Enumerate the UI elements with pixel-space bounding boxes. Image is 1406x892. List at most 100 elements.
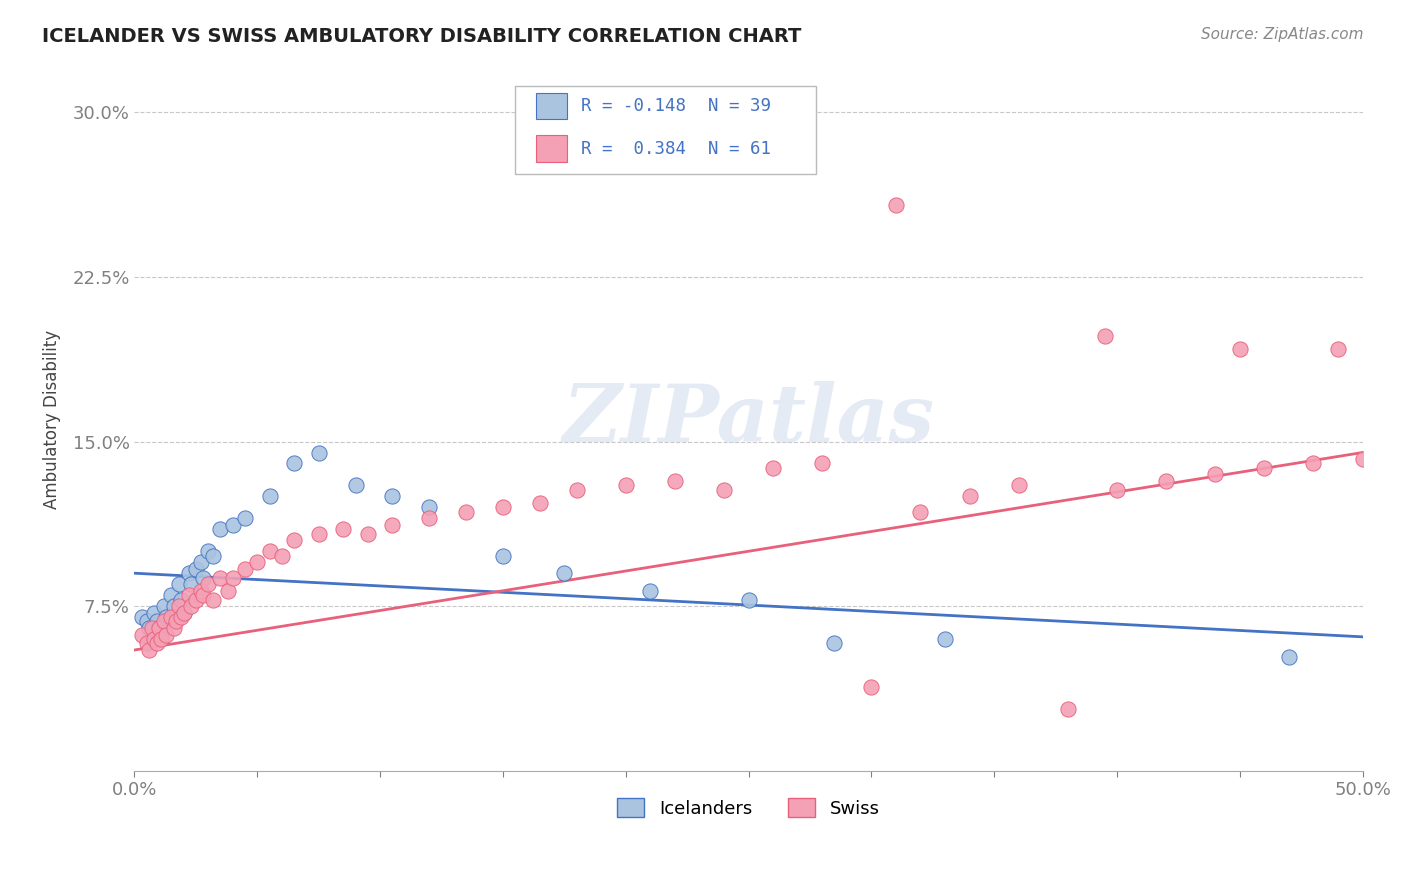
Point: [283, 457, 305, 471]
Point: [184, 562, 207, 576]
Point: [1229, 343, 1251, 357]
Point: [145, 615, 167, 629]
Bar: [536, 136, 567, 162]
Point: [1056, 702, 1078, 716]
Point: [222, 571, 245, 585]
Point: [217, 583, 239, 598]
Point: [1094, 329, 1116, 343]
Point: [131, 610, 153, 624]
Text: Source: ZipAtlas.com: Source: ZipAtlas.com: [1201, 27, 1364, 42]
Point: [1154, 474, 1177, 488]
Point: [418, 511, 440, 525]
Point: [860, 681, 883, 695]
Point: [160, 610, 183, 624]
FancyBboxPatch shape: [515, 86, 815, 174]
Point: [177, 588, 200, 602]
Point: [141, 621, 163, 635]
Point: [155, 610, 177, 624]
Point: [553, 566, 575, 581]
Point: [381, 490, 404, 504]
Point: [184, 592, 207, 607]
Legend: Icelanders, Swiss: Icelanders, Swiss: [610, 791, 887, 825]
Point: [167, 599, 190, 614]
Point: [259, 544, 281, 558]
Point: [153, 615, 176, 629]
Point: [934, 632, 956, 646]
Point: [308, 445, 330, 459]
Text: ICELANDER VS SWISS AMBULATORY DISABILITY CORRELATION CHART: ICELANDER VS SWISS AMBULATORY DISABILITY…: [42, 27, 801, 45]
Point: [418, 500, 440, 515]
Point: [163, 621, 186, 635]
Point: [173, 606, 195, 620]
Point: [884, 197, 907, 211]
Point: [155, 627, 177, 641]
Point: [1327, 343, 1350, 357]
Point: [141, 632, 163, 646]
Text: N = 39: N = 39: [709, 97, 770, 115]
Point: [145, 636, 167, 650]
Point: [150, 627, 173, 641]
Point: [190, 583, 212, 598]
Point: [163, 599, 186, 614]
Point: [1364, 335, 1386, 350]
Point: [1351, 452, 1374, 467]
Point: [233, 562, 256, 576]
Y-axis label: Ambulatory Disability: Ambulatory Disability: [44, 330, 60, 509]
Point: [202, 549, 225, 563]
Point: [824, 636, 846, 650]
Point: [565, 483, 588, 497]
Point: [165, 615, 187, 629]
Point: [529, 496, 551, 510]
Point: [209, 571, 232, 585]
Point: [222, 517, 245, 532]
Point: [173, 606, 195, 620]
Bar: [536, 93, 567, 120]
Point: [150, 632, 173, 646]
Text: ZIPatlas: ZIPatlas: [562, 381, 935, 458]
Point: [202, 592, 225, 607]
Point: [131, 627, 153, 641]
Text: N = 61: N = 61: [709, 139, 770, 158]
Point: [177, 566, 200, 581]
Point: [148, 621, 170, 635]
Point: [1105, 483, 1128, 497]
Point: [180, 577, 202, 591]
Point: [135, 615, 157, 629]
Point: [143, 606, 166, 620]
Point: [170, 592, 193, 607]
Point: [614, 478, 637, 492]
Point: [153, 599, 176, 614]
Point: [246, 555, 269, 569]
Point: [138, 621, 160, 635]
Point: [713, 483, 735, 497]
Point: [193, 588, 215, 602]
Point: [1008, 478, 1031, 492]
Point: [357, 526, 380, 541]
Text: R = -0.148: R = -0.148: [582, 97, 686, 115]
Point: [762, 461, 785, 475]
Point: [233, 511, 256, 525]
Point: [1204, 467, 1226, 482]
Point: [381, 517, 404, 532]
Point: [259, 490, 281, 504]
Point: [170, 610, 193, 624]
Point: [664, 474, 686, 488]
Point: [1278, 649, 1301, 664]
Point: [492, 500, 515, 515]
Point: [308, 526, 330, 541]
Point: [344, 478, 367, 492]
Point: [209, 522, 232, 536]
Point: [165, 610, 187, 624]
Point: [135, 636, 157, 650]
Point: [283, 533, 305, 548]
Text: R =  0.384: R = 0.384: [582, 139, 686, 158]
Point: [910, 505, 932, 519]
Point: [454, 505, 477, 519]
Point: [138, 643, 160, 657]
Point: [811, 457, 834, 471]
Point: [959, 490, 981, 504]
Point: [148, 621, 170, 635]
Point: [193, 571, 215, 585]
Point: [180, 599, 202, 614]
Point: [270, 549, 292, 563]
